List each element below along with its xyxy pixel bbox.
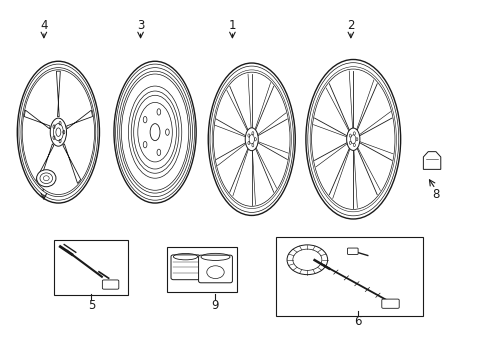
FancyBboxPatch shape — [347, 248, 357, 255]
Polygon shape — [36, 144, 54, 183]
Ellipse shape — [56, 128, 61, 136]
Bar — [167, 247, 237, 292]
FancyBboxPatch shape — [171, 255, 200, 280]
Text: 4: 4 — [40, 19, 47, 32]
Polygon shape — [423, 152, 440, 169]
Ellipse shape — [37, 170, 56, 187]
Ellipse shape — [121, 74, 188, 190]
Ellipse shape — [133, 95, 176, 169]
Text: 5: 5 — [88, 299, 96, 312]
Polygon shape — [24, 110, 50, 129]
Text: 3: 3 — [137, 19, 144, 32]
Ellipse shape — [244, 128, 258, 151]
FancyBboxPatch shape — [381, 299, 398, 308]
Ellipse shape — [311, 69, 394, 210]
Bar — [275, 237, 423, 316]
Text: 8: 8 — [431, 188, 438, 201]
Ellipse shape — [305, 59, 400, 219]
Ellipse shape — [213, 72, 289, 206]
Text: 7: 7 — [40, 181, 47, 194]
Polygon shape — [66, 110, 92, 129]
Text: 1: 1 — [228, 19, 236, 32]
Ellipse shape — [346, 128, 359, 150]
FancyBboxPatch shape — [102, 280, 119, 289]
Text: 6: 6 — [354, 315, 361, 328]
Ellipse shape — [22, 70, 94, 194]
Ellipse shape — [286, 245, 327, 275]
FancyBboxPatch shape — [198, 255, 232, 283]
Polygon shape — [56, 71, 60, 117]
Ellipse shape — [17, 61, 99, 203]
Ellipse shape — [114, 61, 196, 203]
Ellipse shape — [208, 63, 295, 215]
Bar — [53, 240, 128, 295]
Text: 9: 9 — [211, 299, 219, 312]
Polygon shape — [63, 144, 81, 183]
Ellipse shape — [50, 118, 66, 146]
Text: 2: 2 — [346, 19, 354, 32]
